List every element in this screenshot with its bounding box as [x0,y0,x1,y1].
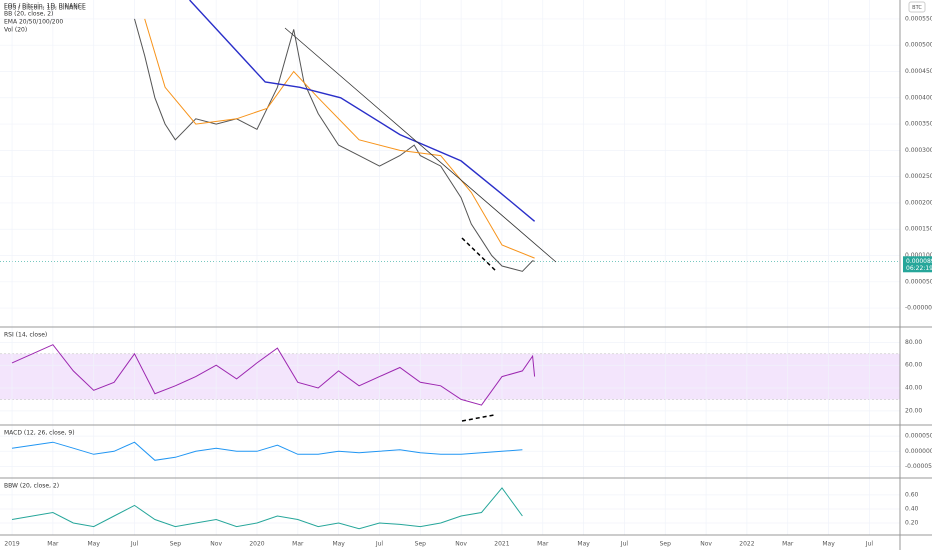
series-line [11,344,536,406]
x-tick-label: Jul [620,541,629,548]
currency: BTC [912,5,922,11]
x-tick-label: Sep [415,541,427,548]
x-tick-label: Nov [210,541,222,548]
price-tag: 0.0000890 [906,258,932,265]
y-tick-label: 40.00 [905,385,922,392]
pane-title: EOS / Bitcoin, 1D, BINANCE [4,5,86,12]
divergence-line [461,237,498,273]
x-tick-label: Mar [782,541,794,548]
x-tick-label: May [332,541,345,548]
x-tick-label: Mar [537,541,549,548]
y-tick-label: 0.40 [905,505,919,512]
price-tag-box [903,256,932,273]
x-tick-label: Jul [375,541,384,548]
y-tick-label: 0.20 [905,520,919,527]
indicator-label: BB (20, close, 2) [4,11,53,18]
x-tick-label: 2021 [494,541,509,548]
x-tick-label: Mar [47,541,59,548]
divergence-line [461,414,495,422]
x-tick-label: Nov [455,541,467,548]
y-tick-label: 80.00 [905,339,922,346]
y-tick-label: -0.0000000 [905,305,932,312]
x-tick-label: Sep [660,541,672,548]
x-tick-label: Sep [170,541,182,548]
y-tick-label: 20.00 [905,407,922,414]
series-line [189,0,536,222]
y-tick-label: 60.00 [905,362,922,369]
x-tick-label: Mar [292,541,304,548]
x-tick-label: Jul [865,541,874,548]
y-tick-label: 0.60 [905,491,919,498]
indicator-label: EMA 20/50/100/200 [4,19,63,26]
pane-title: MACD (12, 26, close, 9) [4,430,75,437]
x-tick-label: 2019 [4,541,19,548]
series-line [134,18,535,272]
x-tick-label: May [822,541,835,548]
series-line [11,441,523,461]
x-tick-label: Nov [700,541,712,548]
series-line [11,487,523,530]
marks-layer [11,0,536,530]
x-tick-label: Jul [130,541,139,548]
series-line [144,18,535,259]
y-tick-label: 0.0000000 [905,448,932,455]
currency-box[interactable] [908,1,926,13]
x-tick-label: May [577,541,590,548]
pane-title: BBW (20, close, 2) [4,483,59,490]
x-tick-label: 2022 [739,541,754,548]
indicator-label: Vol (20) [4,27,27,34]
countdown: 06:22:19 [906,265,932,272]
pane-title: RSI (14, close) [4,332,47,339]
symbol-title: EOS / Bitcoin, 1D, BINANCE [4,3,86,10]
x-tick-label: May [87,541,100,548]
trendline [284,27,557,263]
x-tick-label: 2020 [249,541,264,548]
